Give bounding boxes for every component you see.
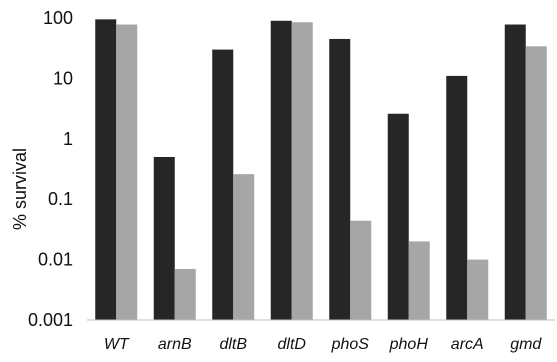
y-tick-label: 0.001 [28, 310, 73, 330]
bar-dltB-series-2 [233, 174, 255, 320]
bar-gmd-series-1 [504, 24, 526, 320]
x-tick-label: WT [104, 336, 130, 353]
bar-dltD-series-1 [270, 20, 292, 320]
x-tick-label: phoH [389, 336, 429, 353]
x-tick-label: arcA [451, 336, 484, 353]
bar-WT-series-1 [95, 19, 117, 321]
y-tick-labels: 100 10 1 0.1 0.01 0.001 [28, 8, 73, 330]
bar-dltB-series-1 [212, 49, 234, 320]
bar-arcA-series-2 [467, 259, 489, 320]
bar-WT-series-2 [116, 24, 138, 320]
bar-phoS-series-2 [350, 220, 372, 320]
x-tick-label: phoS [331, 336, 370, 353]
bar-phoH-series-1 [387, 113, 409, 320]
y-axis-title: % survival [10, 148, 30, 230]
y-tick-label: 0.01 [38, 250, 73, 270]
bar-arcA-series-1 [446, 75, 468, 321]
x-tick-labels: WT arnB dltB dltD phoS phoH arcA gmd [104, 336, 543, 353]
bar-phoS-series-1 [329, 38, 351, 321]
bars [95, 19, 547, 321]
x-tick-label: dltD [278, 336, 307, 353]
bar-arnB-series-2 [174, 268, 196, 320]
bar-arnB-series-1 [153, 156, 175, 320]
x-tick-label: dltB [219, 336, 247, 353]
bar-dltD-series-2 [291, 22, 313, 321]
y-tick-label: 100 [43, 8, 73, 28]
y-tick-label: 1 [63, 129, 73, 149]
y-tick-label: 10 [53, 68, 73, 88]
y-tick-label: 0.1 [48, 189, 73, 209]
x-tick-label: arnB [158, 336, 192, 353]
x-tick-label: gmd [510, 336, 542, 353]
bar-phoH-series-2 [408, 241, 430, 320]
bar-gmd-series-2 [525, 46, 547, 320]
